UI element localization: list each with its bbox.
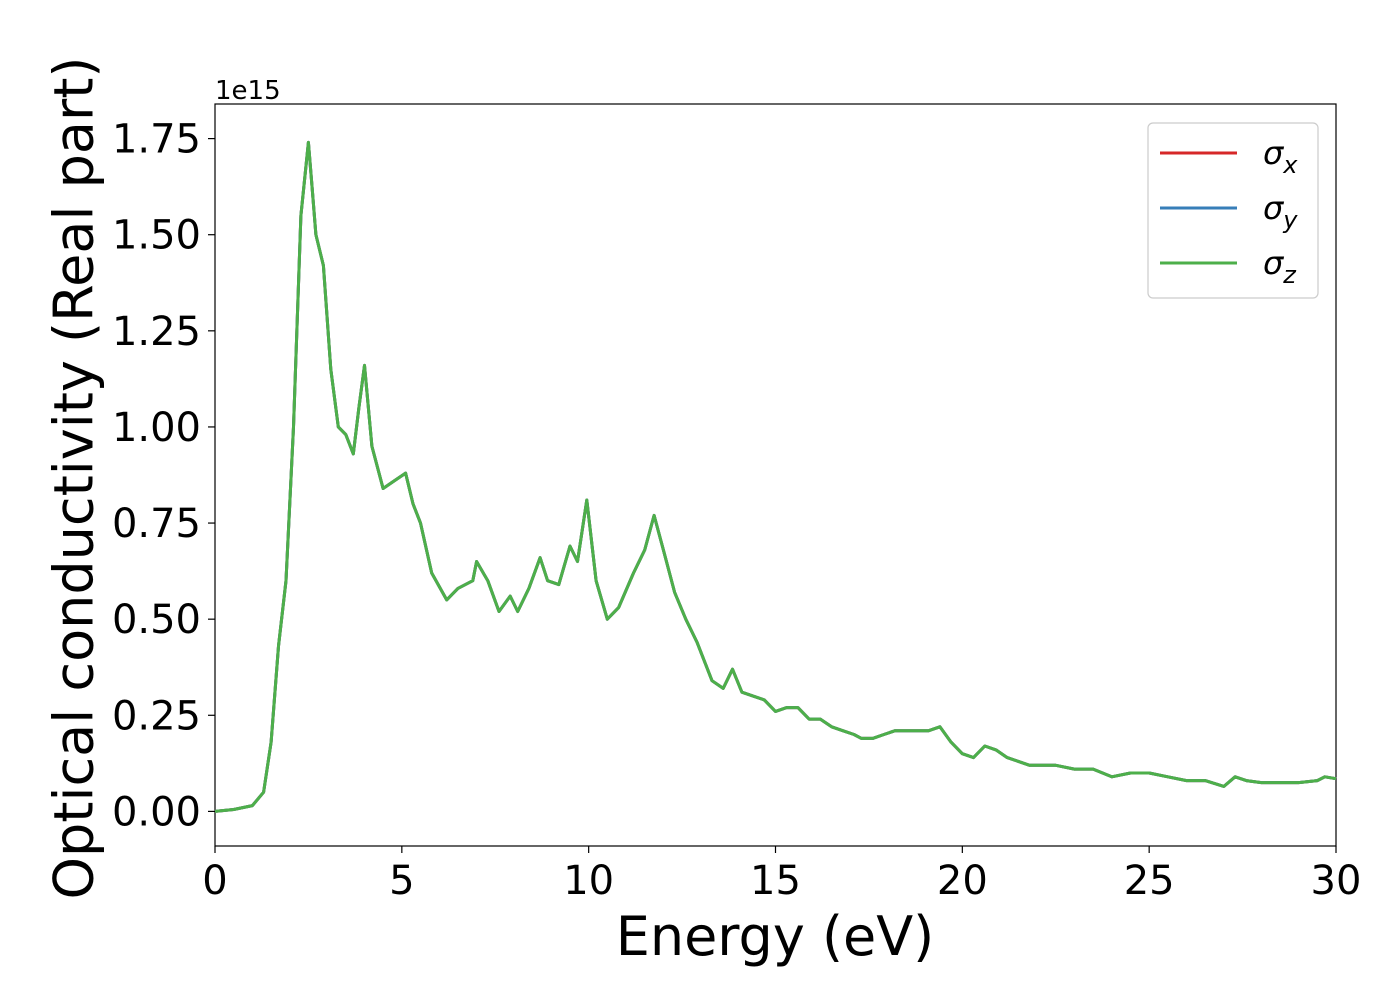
- y-tick-label: 1.00: [112, 405, 201, 451]
- x-tick-label: 15: [750, 858, 801, 904]
- y-axis-label: Optical conductivity (Real part): [43, 57, 106, 900]
- x-tick-label: 0: [202, 858, 227, 904]
- x-axis: 0 5 10 15 20 25 30: [202, 846, 1361, 904]
- x-tick-label: 25: [1124, 858, 1175, 904]
- series-line-z: [214, 140, 1337, 813]
- legend-label-y: σy: [1263, 189, 1298, 234]
- y-tick-label: 0.50: [112, 597, 201, 643]
- legend-label-x: σx: [1263, 134, 1298, 179]
- y-tick-label: 1.25: [112, 309, 201, 355]
- x-tick-label: 10: [563, 858, 614, 904]
- legend: σx σy σz: [1147, 122, 1319, 299]
- x-tick-label: 30: [1311, 858, 1362, 904]
- y-tick-label: 1.75: [112, 117, 201, 163]
- y-axis: 0.00 0.25 0.50 0.75 1.00 1.25 1.50 1.75: [112, 117, 215, 835]
- x-tick-label: 5: [389, 858, 414, 904]
- legend-label-z: σz: [1263, 244, 1297, 289]
- series-layer: [214, 140, 1337, 813]
- y-tick-label: 0.75: [112, 501, 201, 547]
- y-tick-label: 0.25: [112, 693, 201, 739]
- y-offset-label: 1e15: [215, 76, 281, 106]
- y-tick-label: 1.50: [112, 213, 201, 259]
- x-axis-label: Energy (eV): [616, 905, 935, 968]
- legend-box: [1147, 122, 1319, 299]
- x-tick-label: 20: [937, 858, 988, 904]
- y-tick-label: 0.00: [112, 789, 201, 835]
